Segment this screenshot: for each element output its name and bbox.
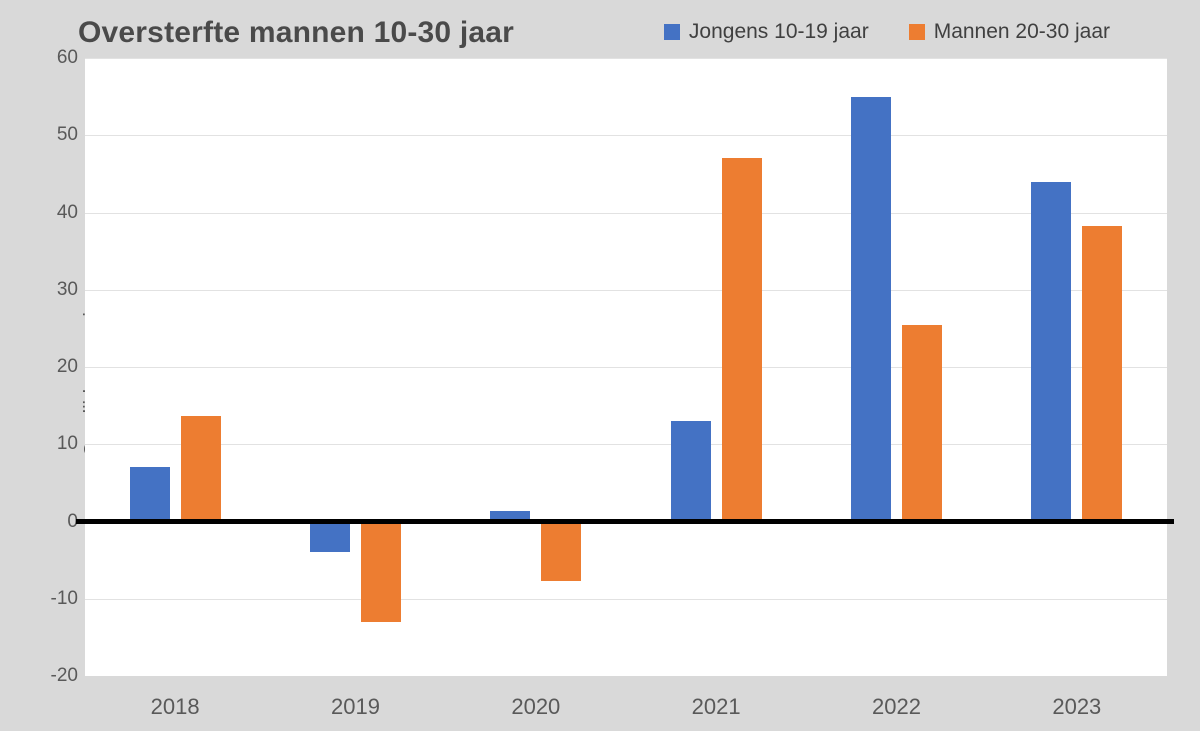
legend-swatch-orange — [908, 24, 925, 40]
legend: Jongens 10-19 jaar Mannen 20-30 jaar — [663, 20, 1110, 44]
y-tick-label-20: 20 — [56, 356, 78, 377]
bar-2021-jongens[interactable] — [670, 421, 711, 522]
bar-2023-mannen[interactable] — [1082, 225, 1123, 522]
legend-item-mannen[interactable]: Mannen 20-30 jaar — [908, 20, 1110, 44]
bar-2022-jongens[interactable] — [851, 96, 891, 522]
gridline — [85, 213, 1167, 214]
y-tick-label-30: 30 — [56, 278, 78, 300]
legend-label-jongens: Jongens 10-19 jaar — [688, 20, 869, 43]
y-tick-label-60: 60 — [56, 47, 78, 68]
gridline — [85, 290, 1167, 291]
y-tick-label-50: 50 — [56, 124, 78, 146]
y-tick-label-10: 10 — [56, 433, 78, 455]
plot-area — [76, 58, 1174, 676]
bar-2018-mannen[interactable] — [180, 415, 221, 522]
bar-2023-jongens[interactable] — [1031, 181, 1072, 522]
bar-2020-mannen[interactable] — [541, 521, 582, 581]
bar-2021-mannen[interactable] — [721, 158, 762, 522]
x-tick-label-2022: 2022 — [872, 694, 921, 719]
gridline — [85, 58, 1167, 59]
x-tick-label-2021: 2021 — [691, 694, 741, 719]
gridline — [85, 444, 1167, 445]
x-tick-label-2023: 2023 — [1052, 694, 1102, 719]
x-tick-label-2020: 2020 — [511, 694, 561, 719]
legend-swatch-blue — [663, 24, 680, 40]
bar-2020-jongens[interactable] — [490, 510, 531, 522]
gridline — [85, 135, 1167, 136]
legend-item-jongens[interactable]: Jongens 10-19 jaar — [663, 20, 869, 44]
bar-2022-mannen[interactable] — [902, 324, 942, 522]
zero-axis-line — [76, 519, 1174, 524]
y-tick-label--10: -10 — [50, 587, 78, 609]
bar-2018-jongens[interactable] — [129, 467, 170, 522]
x-tick-label-2019: 2019 — [331, 694, 380, 719]
y-tick-label-0: 0 — [67, 510, 78, 532]
y-tick-label--20: -20 — [50, 665, 78, 686]
y-tick-label-40: 40 — [56, 201, 78, 223]
chart-title: Oversterfte mannen 10-30 jaar — [78, 16, 515, 49]
bar-2019-mannen[interactable] — [361, 521, 401, 622]
legend-label-mannen: Mannen 20-30 jaar — [933, 20, 1110, 43]
gridline — [85, 367, 1167, 368]
gridline — [85, 599, 1167, 600]
bar-2019-jongens[interactable] — [310, 521, 350, 553]
x-tick-label-2018: 2018 — [150, 694, 200, 719]
